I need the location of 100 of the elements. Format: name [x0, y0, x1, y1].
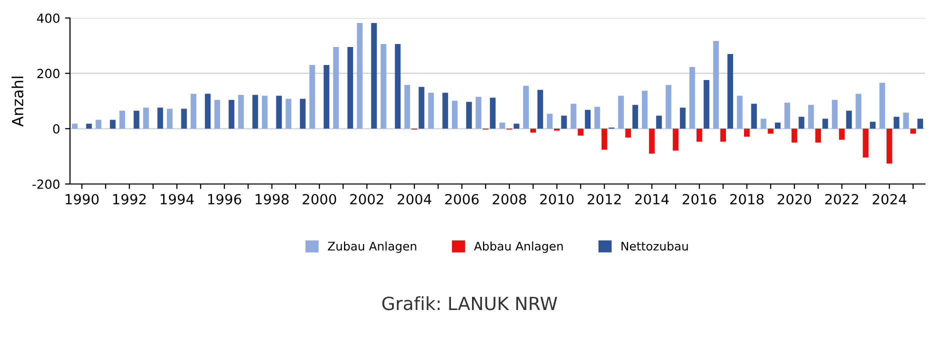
bar	[768, 128, 774, 134]
bar	[333, 47, 339, 129]
bar	[394, 44, 401, 129]
bar	[917, 118, 924, 129]
bar	[442, 92, 448, 129]
x-tick-label: 2008	[492, 194, 526, 204]
bar	[846, 110, 852, 129]
bar	[371, 22, 377, 129]
bar	[792, 128, 798, 142]
bar	[704, 80, 710, 129]
x-tick-label: 2022	[825, 194, 858, 204]
bar	[602, 128, 608, 150]
bar	[300, 98, 306, 129]
bar	[870, 122, 876, 129]
bar	[228, 100, 234, 129]
bar	[252, 94, 258, 129]
bar	[720, 128, 726, 142]
legend-label: Nettozubau	[622, 241, 688, 251]
bar	[157, 108, 164, 129]
x-tick-label: 2010	[540, 194, 574, 204]
legend-label: Zubau Anlagen	[328, 241, 416, 253]
bar	[181, 108, 187, 129]
bar	[744, 128, 750, 137]
bar	[404, 84, 410, 129]
bar	[696, 128, 702, 142]
bar	[815, 128, 821, 142]
bar	[134, 110, 140, 129]
text: Grafik: LANUK NRW	[382, 296, 558, 310]
bar	[570, 104, 576, 129]
bar	[356, 22, 363, 129]
bar	[324, 65, 330, 129]
bar	[466, 102, 472, 129]
x-tick-label: 1992	[113, 194, 146, 204]
x-tick-label: 2000	[302, 194, 336, 204]
bar	[418, 86, 424, 129]
x-tick-label: 2018	[730, 194, 764, 204]
bar	[594, 106, 600, 129]
bar	[822, 118, 828, 129]
bar	[428, 92, 434, 129]
bar	[856, 94, 862, 129]
x-tick-label: 2016	[682, 194, 716, 204]
bar	[713, 40, 719, 129]
bar	[238, 94, 244, 129]
bar	[452, 100, 458, 129]
y-axis-title: Anzahl	[12, 76, 24, 127]
bar	[347, 47, 354, 129]
bar	[774, 122, 781, 129]
bar	[204, 94, 211, 129]
bar	[879, 82, 886, 129]
x-tick-label: 2020	[778, 194, 812, 204]
bar	[499, 122, 506, 129]
bar	[476, 96, 482, 129]
x-tick-label: 1994	[160, 194, 194, 204]
bar	[808, 104, 814, 129]
bar	[523, 86, 529, 129]
bar	[832, 100, 838, 129]
bar	[110, 120, 116, 129]
bar	[119, 110, 126, 129]
bar	[672, 128, 678, 151]
bar	[903, 112, 909, 129]
bar	[584, 110, 591, 129]
bar	[166, 108, 173, 129]
bar	[143, 108, 149, 129]
bar	[642, 90, 648, 129]
x-tick-label: 2006	[445, 194, 479, 204]
bar	[214, 100, 220, 129]
bar	[727, 54, 734, 129]
bar	[760, 118, 766, 129]
bar	[190, 94, 196, 129]
bar	[72, 124, 78, 129]
bar	[910, 128, 916, 134]
legend-label: Abbau Anlagen	[474, 241, 563, 253]
bar	[276, 96, 282, 129]
bar	[751, 104, 757, 129]
x-tick-label: 2024	[872, 194, 906, 204]
bar	[625, 128, 631, 138]
x-tick-label: 1990	[66, 194, 99, 204]
bar	[666, 84, 672, 129]
bar	[784, 102, 790, 129]
bar	[561, 116, 567, 129]
y-tick-label: 200	[37, 68, 60, 78]
bar	[839, 128, 845, 140]
bar	[680, 108, 686, 129]
x-tick-label: 1996	[208, 194, 242, 204]
bar	[736, 96, 743, 129]
y-tick-label: -200	[32, 179, 60, 189]
bar	[490, 98, 496, 129]
bar	[309, 65, 316, 129]
bar	[886, 128, 892, 164]
bar	[656, 116, 662, 129]
bar	[537, 90, 544, 129]
bar	[689, 66, 696, 129]
bar	[262, 96, 268, 129]
y-tick-label: 0	[53, 124, 60, 134]
bar	[86, 124, 92, 129]
bar	[380, 44, 386, 129]
x-tick-label: 2014	[635, 194, 669, 204]
bar	[546, 114, 553, 129]
y-tick-label: 400	[37, 13, 60, 23]
bar	[530, 128, 536, 133]
